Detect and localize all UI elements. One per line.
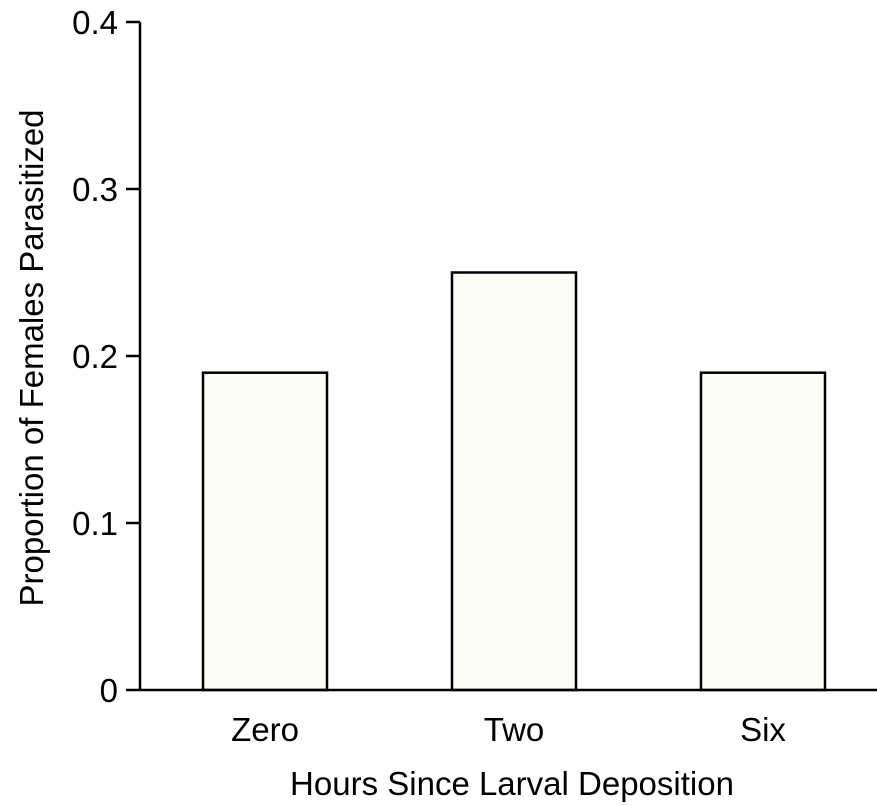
bar-zero <box>201 371 329 692</box>
x-axis-title: Hours Since Larval Deposition <box>290 765 734 802</box>
bar-two <box>450 271 578 692</box>
y-tick-label: 0 <box>100 672 118 709</box>
y-tick-label: 0.2 <box>72 338 118 375</box>
bars-layer <box>201 271 827 692</box>
y-tick-label: 0.3 <box>72 171 118 208</box>
x-tick-label-six: Six <box>740 711 786 748</box>
x-ticks-layer: Zero Two Six <box>231 711 786 748</box>
x-tick-label-two: Two <box>484 711 545 748</box>
y-tick-label: 0.4 <box>72 4 118 41</box>
bar-six <box>699 371 827 692</box>
y-tick-label: 0.1 <box>72 505 118 542</box>
x-tick-label-zero: Zero <box>231 711 299 748</box>
y-axis-title: Proportion of Females Parasitized <box>13 109 50 606</box>
y-ticks-layer: 0 0.1 0.2 0.3 0.4 <box>72 4 140 709</box>
